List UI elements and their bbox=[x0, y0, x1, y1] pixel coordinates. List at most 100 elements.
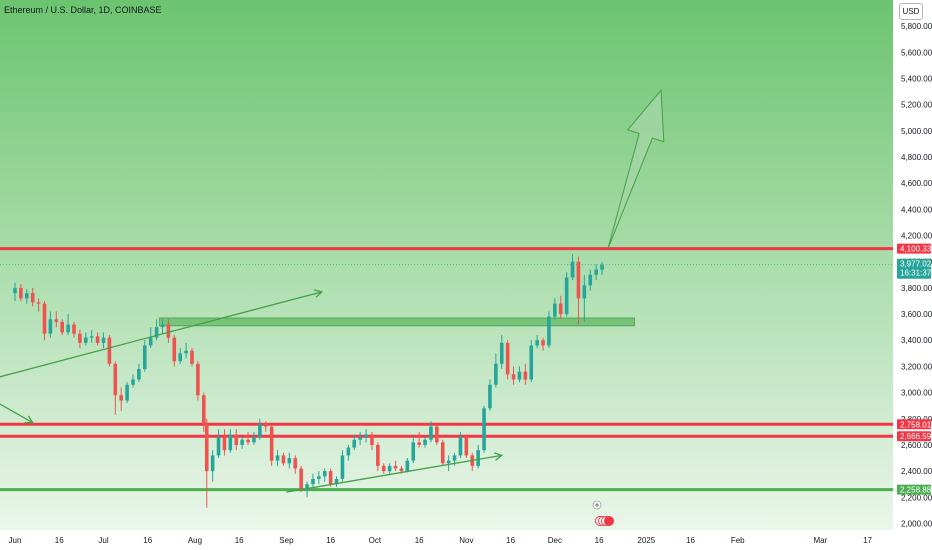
candle[interactable] bbox=[535, 335, 539, 349]
candle[interactable] bbox=[72, 321, 76, 338]
candle[interactable] bbox=[210, 450, 215, 482]
time-axis-panel[interactable] bbox=[0, 530, 932, 550]
candle[interactable] bbox=[364, 429, 368, 443]
candle[interactable] bbox=[588, 269, 593, 291]
price-tag[interactable]: 2,666.59 bbox=[897, 431, 932, 442]
candle[interactable] bbox=[529, 340, 534, 383]
candle[interactable] bbox=[204, 418, 209, 508]
candle[interactable] bbox=[311, 473, 315, 487]
candle[interactable] bbox=[305, 481, 309, 498]
candle[interactable] bbox=[358, 431, 362, 445]
candle[interactable] bbox=[275, 450, 280, 466]
candle[interactable] bbox=[60, 319, 64, 336]
candle[interactable] bbox=[600, 261, 604, 275]
candle[interactable] bbox=[48, 311, 53, 338]
candle[interactable] bbox=[405, 458, 410, 473]
candle[interactable] bbox=[334, 476, 339, 487]
candle[interactable] bbox=[216, 429, 221, 459]
candle[interactable] bbox=[494, 353, 498, 388]
candle[interactable] bbox=[78, 329, 82, 349]
candle[interactable] bbox=[184, 342, 188, 359]
candle[interactable] bbox=[376, 442, 380, 472]
candle[interactable] bbox=[570, 253, 575, 281]
candle[interactable] bbox=[234, 429, 239, 451]
candle[interactable] bbox=[228, 429, 233, 453]
candle[interactable] bbox=[269, 424, 274, 466]
candle[interactable] bbox=[393, 460, 398, 472]
candle[interactable] bbox=[190, 348, 194, 367]
candle[interactable] bbox=[482, 405, 486, 453]
candle[interactable] bbox=[95, 332, 100, 346]
candle[interactable] bbox=[30, 287, 35, 307]
candle[interactable] bbox=[125, 382, 129, 404]
candle[interactable] bbox=[523, 363, 528, 385]
candle[interactable] bbox=[517, 366, 522, 383]
candle[interactable] bbox=[281, 452, 286, 466]
candle[interactable] bbox=[458, 431, 463, 459]
candle[interactable] bbox=[429, 421, 433, 443]
candle[interactable] bbox=[107, 335, 112, 367]
candle[interactable] bbox=[89, 329, 94, 343]
candle[interactable] bbox=[352, 434, 357, 451]
candle[interactable] bbox=[417, 431, 421, 448]
candle[interactable] bbox=[66, 314, 70, 336]
candle[interactable] bbox=[166, 319, 171, 343]
candle[interactable] bbox=[446, 455, 451, 472]
candle[interactable] bbox=[499, 335, 504, 370]
candle[interactable] bbox=[19, 283, 23, 301]
candle[interactable] bbox=[328, 468, 333, 487]
candle[interactable] bbox=[340, 450, 345, 482]
candle[interactable] bbox=[143, 340, 147, 372]
projection-arrow[interactable] bbox=[607, 89, 665, 249]
candle[interactable] bbox=[582, 274, 587, 322]
candle[interactable] bbox=[119, 387, 123, 411]
candle[interactable] bbox=[346, 444, 351, 461]
candle[interactable] bbox=[178, 348, 182, 364]
candle[interactable] bbox=[101, 332, 106, 349]
candle[interactable] bbox=[464, 434, 469, 459]
candle[interactable] bbox=[160, 319, 165, 334]
candle[interactable] bbox=[576, 256, 581, 325]
event-icon[interactable] bbox=[604, 516, 614, 526]
candle[interactable] bbox=[154, 319, 159, 341]
candle[interactable] bbox=[511, 366, 516, 385]
candle[interactable] bbox=[54, 311, 59, 328]
candle[interactable] bbox=[113, 361, 118, 415]
candle[interactable] bbox=[172, 335, 177, 367]
candle[interactable] bbox=[299, 465, 303, 493]
trend-arrow-3[interactable] bbox=[286, 452, 504, 493]
candle[interactable] bbox=[42, 300, 47, 341]
candle[interactable] bbox=[423, 437, 427, 448]
candle[interactable] bbox=[293, 455, 298, 474]
price-tag[interactable]: 4,100.33 bbox=[897, 243, 932, 254]
candle[interactable] bbox=[222, 429, 227, 456]
supply-zone[interactable] bbox=[159, 317, 635, 327]
candle[interactable] bbox=[558, 295, 563, 320]
candle[interactable] bbox=[263, 421, 268, 432]
trend-arrow-2[interactable] bbox=[0, 393, 34, 424]
candle[interactable] bbox=[547, 311, 551, 349]
candle[interactable] bbox=[387, 463, 392, 474]
price-tag[interactable]: 2,258.88 bbox=[897, 484, 932, 495]
candle[interactable] bbox=[541, 337, 545, 351]
candle[interactable] bbox=[370, 431, 374, 451]
candle[interactable] bbox=[84, 332, 88, 346]
candle[interactable] bbox=[594, 264, 598, 281]
candle[interactable] bbox=[137, 363, 141, 383]
event-markers[interactable] bbox=[592, 500, 614, 526]
candle[interactable] bbox=[553, 298, 557, 320]
trend-arrow-1[interactable] bbox=[0, 289, 324, 390]
candle[interactable] bbox=[246, 431, 250, 445]
candle[interactable] bbox=[505, 340, 510, 380]
currency-button[interactable]: USD bbox=[899, 3, 923, 20]
candle[interactable] bbox=[322, 468, 327, 482]
candle[interactable] bbox=[381, 463, 386, 474]
candle[interactable] bbox=[13, 282, 17, 301]
candle[interactable] bbox=[196, 361, 200, 401]
candle[interactable] bbox=[252, 431, 256, 445]
candle[interactable] bbox=[317, 471, 321, 485]
candle[interactable] bbox=[240, 437, 244, 449]
candle[interactable] bbox=[435, 424, 439, 445]
